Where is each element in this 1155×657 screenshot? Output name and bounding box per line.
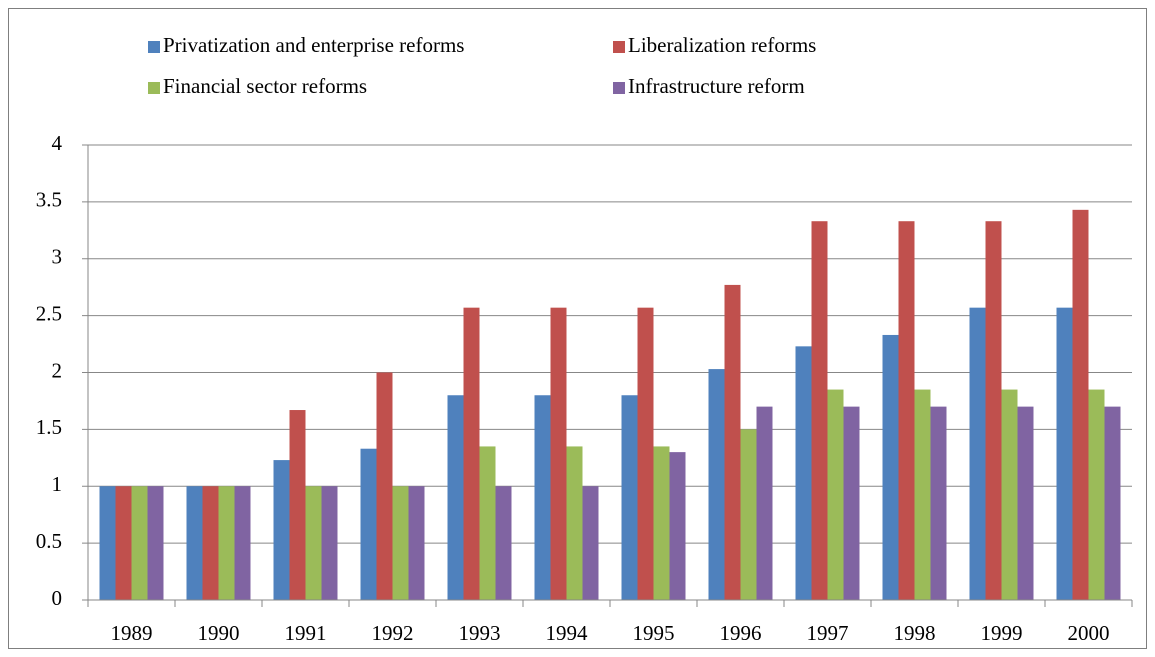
x-tick-label: 1992 xyxy=(372,621,414,645)
x-tick-label: 1999 xyxy=(981,621,1023,645)
bar xyxy=(740,429,757,600)
legend-label: Financial sector reforms xyxy=(163,74,367,98)
bar xyxy=(898,221,915,600)
bar xyxy=(669,452,686,600)
y-tick-label: 0.5 xyxy=(36,529,62,553)
y-tick-label: 0 xyxy=(52,586,63,610)
x-tick-label: 1996 xyxy=(720,621,762,645)
bar xyxy=(305,486,322,600)
x-tick-label: 1995 xyxy=(633,621,675,645)
bar xyxy=(582,486,599,600)
bar xyxy=(827,389,844,600)
bar xyxy=(289,410,306,600)
bar xyxy=(637,307,654,600)
bar xyxy=(969,307,986,600)
legend-label: Infrastructure reform xyxy=(628,74,805,98)
x-tick-label: 1989 xyxy=(111,621,153,645)
bar xyxy=(985,221,1002,600)
bar xyxy=(99,486,116,600)
x-tick-label: 1990 xyxy=(198,621,240,645)
bar xyxy=(795,346,812,600)
bar xyxy=(756,406,773,600)
y-tick-label: 1.5 xyxy=(36,415,62,439)
bar xyxy=(273,460,290,600)
bar xyxy=(550,307,567,600)
bar xyxy=(914,389,931,600)
x-tick-label: 1991 xyxy=(285,621,327,645)
bar xyxy=(534,395,551,600)
bar xyxy=(621,395,638,600)
legend-swatch xyxy=(613,82,625,94)
bar xyxy=(392,486,409,600)
y-tick-label: 4 xyxy=(52,131,63,155)
bar xyxy=(495,486,512,600)
bar xyxy=(1017,406,1034,600)
bar xyxy=(1056,307,1073,600)
bar xyxy=(1104,406,1121,600)
y-tick-label: 3 xyxy=(52,245,63,269)
x-tick-label: 1998 xyxy=(894,621,936,645)
bar xyxy=(447,395,464,600)
bar xyxy=(1001,389,1018,600)
y-tick-label: 2.5 xyxy=(36,301,62,325)
legend-label: Privatization and enterprise reforms xyxy=(163,33,464,57)
bar xyxy=(218,486,235,600)
bar xyxy=(408,486,425,600)
legend-swatch xyxy=(613,41,625,53)
x-tick-label: 1997 xyxy=(807,621,849,645)
legend-swatch xyxy=(148,82,160,94)
legend-label: Liberalization reforms xyxy=(628,33,816,57)
bar xyxy=(463,307,480,600)
bar xyxy=(566,446,583,600)
x-tick-label: 1993 xyxy=(459,621,501,645)
bar xyxy=(321,486,338,600)
bar xyxy=(234,486,251,600)
x-tick-label: 2000 xyxy=(1068,621,1110,645)
bar xyxy=(724,284,741,600)
y-tick-label: 2 xyxy=(52,358,63,382)
bar xyxy=(708,369,725,600)
bar xyxy=(202,486,219,600)
bar xyxy=(186,486,203,600)
bar xyxy=(360,448,377,600)
bar xyxy=(653,446,670,600)
bar xyxy=(376,372,393,600)
bar xyxy=(1072,209,1089,600)
bar xyxy=(811,221,828,600)
bar xyxy=(131,486,148,600)
bar xyxy=(1088,389,1105,600)
bar xyxy=(843,406,860,600)
legend-swatch xyxy=(148,41,160,53)
bar xyxy=(882,334,899,600)
bar xyxy=(147,486,164,600)
y-tick-label: 1 xyxy=(52,472,63,496)
bar xyxy=(479,446,496,600)
x-tick-label: 1994 xyxy=(546,621,589,645)
y-tick-label: 3.5 xyxy=(36,188,62,212)
bar xyxy=(930,406,947,600)
bar xyxy=(115,486,132,600)
